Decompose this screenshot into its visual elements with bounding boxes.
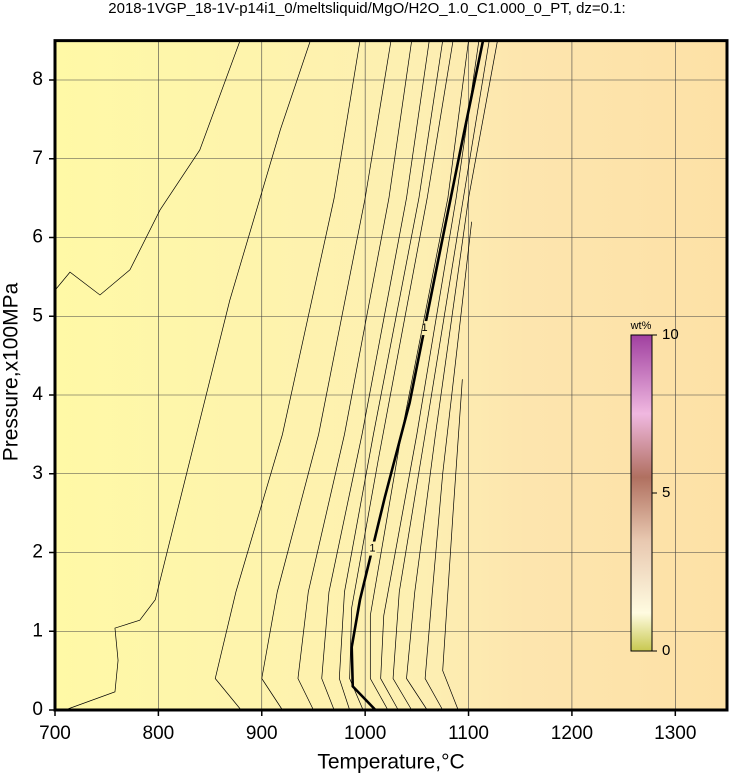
x-tick-label: 1100: [448, 723, 489, 744]
chart-title: 2018-1VGP_18-1V-p14i1_0/meltsliquid/MgO/…: [108, 0, 625, 17]
contour-line: [54, 40, 241, 296]
contour-line: [297, 40, 413, 711]
y-tick-label: 6: [32, 227, 43, 248]
y-tick-label: 7: [32, 148, 43, 169]
x-tick-label: 900: [246, 723, 278, 744]
y-tick-label: 8: [32, 69, 43, 90]
y-tick-label: 1: [32, 620, 43, 641]
contour-label-bg: [368, 541, 377, 556]
plot-background: [55, 40, 727, 710]
plot-frame: [53, 39, 729, 712]
x-tick-label: 800: [143, 723, 175, 744]
contour-line: [380, 40, 480, 711]
x-tick-label: 1200: [551, 723, 593, 744]
colorbar: [630, 334, 653, 652]
x-tick-label: 700: [39, 723, 71, 744]
x-axis-label: Temperature,°C: [317, 751, 464, 774]
y-tick-label: 2: [32, 542, 43, 563]
contour-line: [64, 40, 311, 711]
colorbar-tick-label: 10: [662, 326, 679, 343]
contour-label-bg: [420, 321, 429, 336]
contour-label: 1: [369, 542, 375, 554]
colorbar-label: wt%: [630, 320, 652, 332]
y-tick-label: 3: [32, 463, 43, 484]
x-tick-label: 1300: [654, 723, 696, 744]
y-tick-label: 4: [32, 384, 43, 405]
contour-label: 1: [422, 322, 428, 334]
colorbar-tick-label: 0: [662, 642, 670, 659]
y-tick-label: 0: [32, 699, 43, 720]
contour-line: [214, 40, 361, 711]
contour-line: [338, 40, 444, 711]
colorbar-tick-label: 5: [662, 484, 670, 501]
contour-line: [261, 40, 392, 711]
y-tick-label: 5: [32, 305, 43, 326]
contour-line: [369, 40, 469, 711]
contour-line: [406, 40, 498, 711]
y-axis-label: Pressure,x100MPa: [0, 282, 23, 461]
contour-line: [442, 379, 463, 711]
contour-line: [321, 40, 430, 711]
x-tick-label: 1000: [344, 723, 386, 744]
contour-line: [350, 40, 485, 711]
contour-line: [424, 221, 472, 711]
contour-line: [392, 40, 490, 711]
